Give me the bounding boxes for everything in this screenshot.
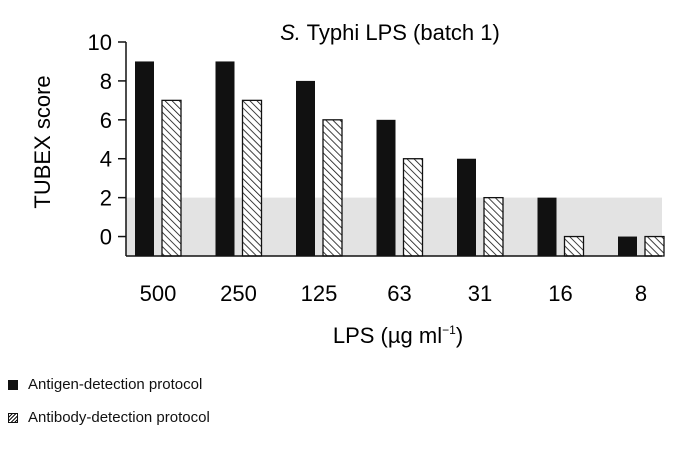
bar-antigen-16: [537, 197, 557, 256]
x-tick-label-31: 31: [468, 281, 492, 306]
y-tick-label-0: 0: [100, 225, 112, 250]
x-tick-label-125: 125: [301, 281, 338, 306]
y-tick-label-6: 6: [100, 108, 112, 133]
legend-label-antibody: Antibody-detection protocol: [28, 409, 210, 426]
bar-antigen-63: [376, 119, 396, 257]
y-tick-label-8: 8: [100, 69, 112, 94]
chart-title: S. Typhi LPS (batch 1): [280, 20, 500, 45]
y-tick-label-4: 4: [100, 147, 112, 172]
y-ticks-group: 0 2 4 6 8 10: [88, 30, 126, 250]
legend-item-antigen: Antigen-detection protocol: [8, 376, 202, 393]
legend-label-antigen: Antigen-detection protocol: [28, 376, 203, 393]
bar-antibody-125: [322, 119, 343, 257]
bar-antigen-250: [215, 61, 235, 256]
y-tick-label-10: 10: [88, 30, 112, 55]
legend-swatch-solid: [8, 379, 18, 390]
y-tick-label-2: 2: [100, 186, 112, 211]
bar-antigen-31: [457, 158, 476, 256]
bar-antigen-125: [296, 80, 315, 256]
bar-antigen-500: [135, 61, 154, 256]
bar-antibody-31: [483, 196, 504, 257]
x-tick-label-8: 8: [635, 281, 647, 306]
x-tick-label-250: 250: [220, 281, 257, 306]
legend-swatch-hatched: [8, 412, 18, 423]
x-ticks-group: 500 250 125 63 31 16 8: [140, 281, 647, 306]
x-tick-label-500: 500: [140, 281, 177, 306]
x-tick-label-16: 16: [548, 281, 572, 306]
x-tick-label-63: 63: [387, 281, 411, 306]
legend-item-antibody: Antibody-detection protocol: [8, 409, 210, 426]
bar-antibody-500: [161, 99, 182, 257]
bar-antibody-8: [644, 235, 665, 257]
bar-antibody-16: [563, 235, 585, 257]
bar-antibody-250: [241, 99, 263, 257]
y-axis-title: TUBEX score: [30, 75, 55, 208]
x-axis-title: LPS (µg ml−1): [333, 323, 463, 348]
bar-antigen-8: [618, 236, 637, 256]
bar-antibody-63: [402, 158, 424, 257]
bars-group: [135, 61, 665, 257]
